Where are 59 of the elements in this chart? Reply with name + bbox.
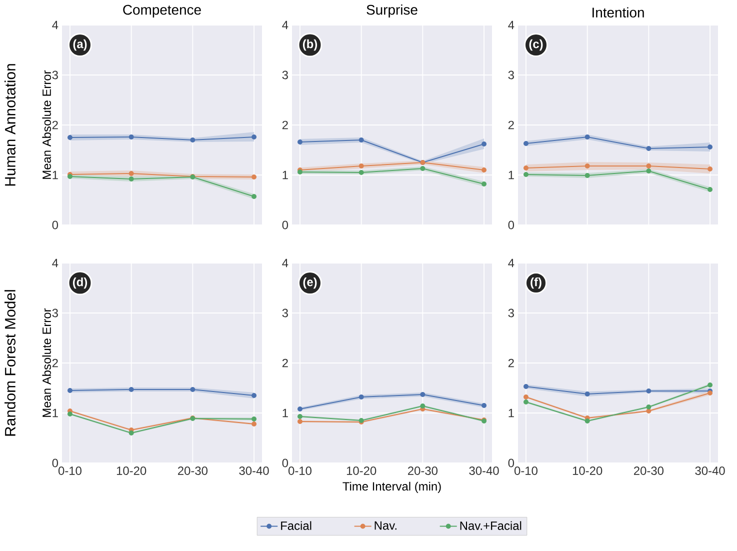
- y-tick-label: 3: [52, 70, 58, 80]
- x-tick-label: 10-20: [346, 466, 376, 475]
- y-tick-label: 1: [508, 408, 514, 418]
- y-axis-title: Mean Absolute Error: [42, 70, 51, 179]
- text: Human Annotation: [4, 64, 16, 186]
- y-tick-label: 4: [52, 258, 58, 268]
- y-tick-label: 3: [282, 70, 288, 80]
- y-tick-label: 2: [508, 120, 514, 130]
- x-axis-title: Time Interval (min): [342, 482, 441, 493]
- y-tick-label: 1: [282, 408, 288, 418]
- annotation: (b): [302, 39, 318, 51]
- y-tick-label: 2: [508, 358, 514, 368]
- legend-label: Nav.+Facial: [460, 521, 522, 530]
- y-tick-label: 4: [52, 20, 58, 30]
- y-axis-title: Mean Absolute Error: [42, 308, 51, 417]
- y-tick-label: 2: [282, 358, 288, 368]
- y-tick-label: 0: [282, 458, 288, 468]
- y-tick-label: 4: [508, 20, 514, 30]
- annotation: (c): [529, 39, 543, 51]
- y-tick-label: 2: [282, 120, 288, 130]
- text: Random Forest Model: [4, 290, 16, 436]
- y-tick-label: 2: [52, 358, 58, 368]
- x-tick-label: 0-10: [58, 466, 82, 475]
- legend-label: Nav.: [374, 521, 396, 530]
- x-tick-label: 30-40: [469, 466, 499, 475]
- annotation: (a): [73, 39, 87, 51]
- x-tick-label: 0-10: [288, 466, 312, 475]
- chart-title: Intention: [592, 7, 644, 18]
- y-tick-label: 0: [52, 220, 58, 230]
- y-tick-label: 3: [52, 308, 58, 318]
- x-tick-label: 20-30: [634, 466, 664, 475]
- y-tick-label: 3: [508, 70, 514, 80]
- annotation: (f): [530, 277, 542, 289]
- y-tick-label: 4: [282, 20, 288, 30]
- x-tick-label: 10-20: [572, 466, 602, 475]
- y-tick-label: 1: [52, 408, 58, 418]
- legend-label: Facial: [281, 521, 312, 530]
- y-tick-label: 3: [282, 308, 288, 318]
- y-tick-label: 4: [508, 258, 514, 268]
- x-tick-label: 20-30: [408, 466, 438, 475]
- y-tick-label: 2: [52, 120, 58, 130]
- y-tick-label: 0: [508, 458, 514, 468]
- annotation: (d): [72, 277, 88, 289]
- y-tick-label: 0: [52, 458, 58, 468]
- y-tick-label: 1: [282, 170, 288, 180]
- y-tick-label: 1: [52, 170, 58, 180]
- chart-title: Competence: [123, 4, 201, 18]
- y-tick-label: 1: [508, 170, 514, 180]
- chart-title: Surprise: [366, 4, 418, 18]
- y-tick-label: 4: [282, 258, 288, 268]
- x-tick-label: 10-20: [116, 466, 146, 475]
- x-tick-label: 0-10: [514, 466, 538, 475]
- x-tick-label: 20-30: [178, 466, 208, 475]
- y-tick-label: 3: [508, 308, 514, 318]
- y-tick-label: 0: [508, 220, 514, 230]
- x-tick-label: 30-40: [695, 466, 725, 475]
- x-tick-label: 30-40: [239, 466, 269, 475]
- annotation: (e): [303, 277, 317, 289]
- y-tick-label: 0: [282, 220, 288, 230]
